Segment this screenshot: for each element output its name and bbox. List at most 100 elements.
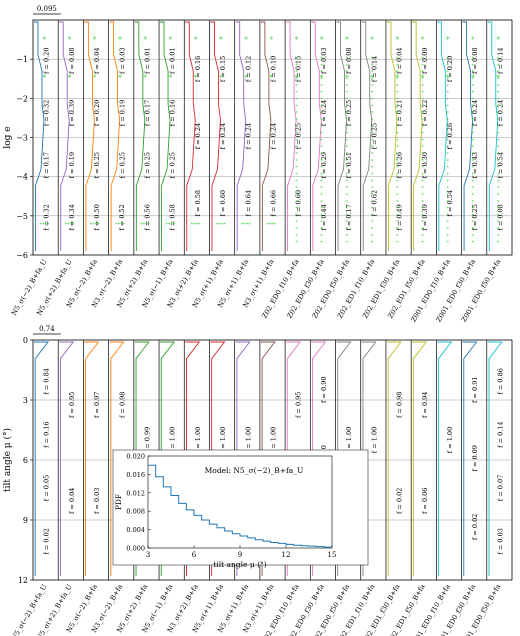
marker: * [371,83,374,89]
marker: * [472,227,475,233]
marker: * [295,90,298,96]
marker: * [295,158,298,164]
fraction-label: f = 0.24 [270,123,278,149]
marker: * [472,56,475,62]
marker: * [320,70,323,76]
marker: * [446,90,449,96]
marker: * [320,158,323,164]
marker: * [346,138,349,144]
marker: * [446,145,449,151]
marker: * [446,83,449,89]
marker: * [370,36,374,44]
fraction-label: f = 0.20 [93,100,101,126]
marker: * [472,199,475,205]
marker: * [472,206,475,212]
fraction-label: f = 0.25 [93,152,101,178]
marker: * [421,111,424,117]
marker: * [471,36,475,44]
marker: * [446,186,449,192]
marker: * [497,179,500,185]
marker: * [320,63,323,69]
y-tick-label: 12 [18,576,28,585]
fraction-label: f = 0.15 [295,56,303,82]
marker: * [396,138,399,144]
marker: * [497,233,500,239]
fraction-label: f = 0.16 [169,100,177,126]
marker: * [371,179,374,185]
distribution-curve [361,21,373,251]
marker: * [320,74,324,82]
marker: * [497,240,500,246]
marker: * [472,131,475,137]
y-tick-label: −6 [16,251,28,260]
fraction-label: f = 0.08 [471,47,479,73]
marker: * [219,36,223,44]
marker: * [421,199,424,205]
marker: * [497,186,500,192]
marker: * [295,227,298,233]
marker: * [295,152,298,158]
scale-bar-label: 0.095 [37,5,57,13]
fraction-label: f = 0.91 [471,376,479,402]
inset-x-axis-label: tilt angle μ (°) [213,560,266,569]
distribution-curve [34,21,45,251]
marker: * [472,152,475,158]
marker: * [93,74,97,82]
marker: * [320,186,323,192]
fraction-label: f = 0.90 [320,376,328,402]
fraction-label: f = 0.21 [396,100,404,126]
marker: * [320,97,323,103]
marker: * [396,199,399,205]
marker: * [346,131,349,137]
marker: * [472,83,475,89]
marker: * [472,240,475,246]
y-axis-label: log e [3,126,13,148]
fraction-label: f = 1.00 [219,427,227,453]
fraction-label: f = 0.12 [244,56,252,82]
fraction-label: f = 0.24 [496,100,504,126]
marker: * [421,152,424,158]
inset-y-tick-label: 0.016 [126,471,145,479]
distribution-curve [386,341,402,576]
marker: * [472,111,475,117]
distribution-curve [412,341,428,576]
distribution-curve [386,21,398,251]
marker: * [371,192,374,198]
fraction-label: f = 0.54 [496,152,504,178]
fraction-label: f = 0.03 [320,47,328,73]
marker: * [346,199,349,205]
marker: * [421,90,424,96]
marker: * [446,131,449,137]
fraction-label: f = 0.25 [143,152,151,178]
marker: * [371,124,374,130]
marker: * [295,70,298,76]
marker: * [320,131,323,137]
fraction-label: f = 0.84 [43,368,51,394]
fraction-label: f = 0.14 [496,421,504,447]
fraction-label: f = 0.99 [143,427,151,453]
marker: * [320,227,323,233]
marker: * [346,227,349,233]
marker: * [497,63,500,69]
fraction-label: f = 0.62 [370,190,378,216]
marker: * [320,124,323,130]
marker: * [169,36,173,44]
marker: * [320,104,323,110]
marker: * [295,199,298,205]
fraction-label: f = 0.60 [219,190,227,216]
marker: * [295,56,298,62]
fraction-label: f = 0.16 [194,56,202,82]
marker: * [295,240,298,246]
fraction-label: f = 0.20 [43,47,51,73]
marker: * [371,172,374,178]
marker: * [371,199,374,205]
marker: * [295,220,298,226]
fraction-label: f = 1.00 [446,427,454,453]
fraction-label: f = 0.95 [68,392,76,418]
y-tick-label: −2 [16,94,28,103]
fraction-label: f = 0.25 [345,100,353,126]
marker: * [371,70,374,76]
fraction-label: f = 0.30 [421,152,429,178]
fraction-label: f = 0.24 [194,123,202,149]
marker: * [295,36,299,44]
